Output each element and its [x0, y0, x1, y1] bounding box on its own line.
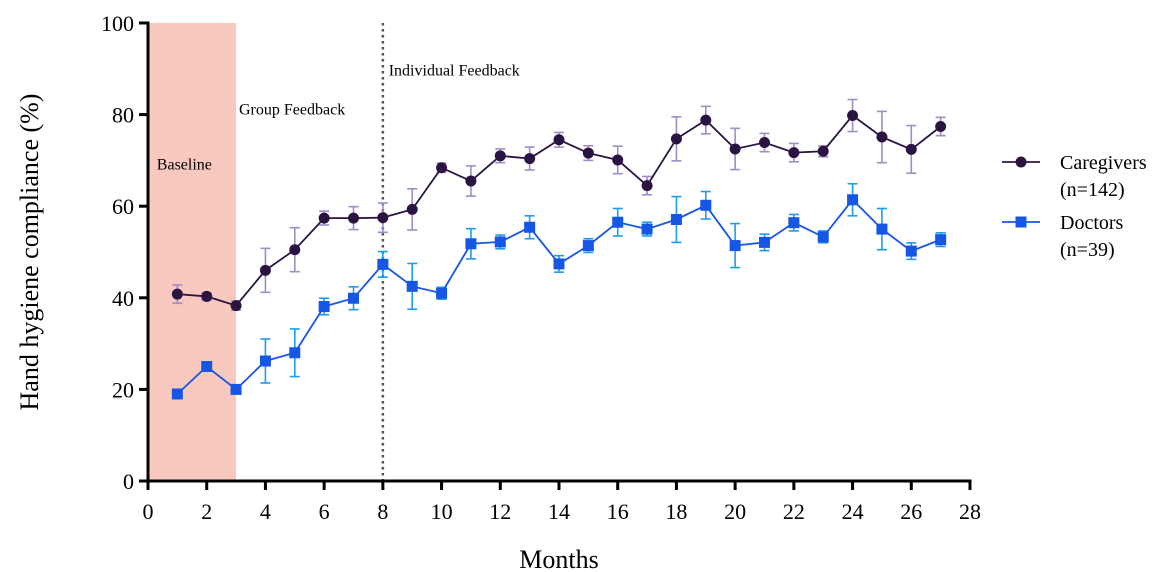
x-axis-title: Months: [519, 545, 598, 572]
data-point: [817, 145, 829, 157]
data-point: [788, 147, 800, 159]
data-point: [553, 134, 565, 146]
data-point: [582, 147, 594, 159]
data-point: [436, 287, 448, 299]
data-point: [905, 143, 917, 155]
data-point: [494, 236, 506, 248]
x-tick-label: 16: [607, 499, 629, 524]
legend-marker-doctors: [1015, 216, 1027, 228]
y-axis-title: Hand hygiene compliance (%): [15, 94, 44, 411]
baseline-region: [148, 23, 237, 481]
data-point: [406, 203, 418, 215]
y-tick-label: 0: [123, 469, 134, 494]
data-point: [700, 114, 712, 126]
y-tick-label: 20: [112, 377, 134, 402]
data-point: [230, 383, 242, 395]
legend-marker-caregivers: [1015, 156, 1027, 168]
data-point: [876, 131, 888, 143]
data-point: [377, 212, 389, 224]
data-point: [641, 180, 653, 192]
data-point: [729, 143, 741, 155]
annotation-2: Individual Feedback: [389, 63, 520, 80]
x-tick-label: 26: [900, 499, 922, 524]
x-tick-label: 14: [548, 499, 570, 524]
x-tick-label: 12: [489, 499, 511, 524]
data-point: [905, 245, 917, 257]
data-point: [348, 292, 359, 304]
y-tick-label: 100: [101, 11, 134, 36]
data-point: [465, 238, 477, 250]
x-tick-label: 28: [959, 499, 981, 524]
data-point: [377, 258, 389, 270]
x-tick-label: 18: [665, 499, 687, 524]
data-point: [524, 221, 536, 233]
data-point: [230, 300, 242, 312]
x-tick-label: 8: [377, 499, 388, 524]
data-point: [788, 217, 800, 229]
data-point: [494, 150, 506, 162]
data-point: [847, 110, 859, 122]
data-point: [582, 240, 594, 252]
series-layer: [171, 98, 947, 400]
data-point: [524, 153, 536, 165]
data-point: [935, 234, 947, 246]
data-point: [318, 212, 330, 224]
annotation-0: Baseline: [157, 157, 212, 174]
annotation-1: Group Feedback: [239, 102, 345, 119]
data-point: [259, 264, 271, 276]
data-point: [289, 244, 301, 256]
legend: Caregivers (n=142) Doctors (n=39): [1002, 152, 1147, 261]
data-point: [700, 199, 712, 211]
data-point: [553, 258, 565, 270]
data-point: [318, 301, 330, 313]
x-tick-label: 2: [201, 499, 212, 524]
data-point: [876, 223, 888, 235]
series-caregivers: [171, 98, 947, 312]
legend-label-doctors: Doctors: [1060, 212, 1124, 234]
data-point: [289, 347, 301, 359]
data-point: [201, 290, 213, 302]
data-point: [817, 231, 829, 243]
data-point: [729, 240, 741, 252]
x-tick-label: 0: [143, 499, 154, 524]
x-tick-label: 24: [842, 499, 864, 524]
data-point: [465, 175, 477, 187]
data-point: [348, 212, 359, 224]
data-point: [171, 288, 183, 300]
data-point: [201, 361, 213, 372]
x-tick-label: 4: [260, 499, 271, 524]
data-point: [171, 388, 183, 400]
x-tick-label: 6: [319, 499, 330, 524]
x-tick-label: 10: [431, 499, 453, 524]
y-tick-label: 60: [112, 194, 134, 219]
data-point: [641, 223, 653, 235]
data-point: [406, 280, 418, 292]
axes: 0 2 4 6 8 10 12 14 16 18 20 22 24 26 28020406080100Mon…: [15, 11, 981, 572]
data-point: [935, 121, 947, 133]
data-point: [612, 154, 624, 166]
x-tick-label: 22: [783, 499, 805, 524]
data-point: [259, 355, 271, 367]
data-point: [670, 213, 682, 225]
series-line: [176, 198, 941, 395]
data-point: [759, 236, 770, 248]
data-point: [436, 162, 448, 174]
legend-label-caregivers: Caregivers: [1060, 152, 1147, 174]
legend-label-doctors: (n=39): [1060, 239, 1115, 261]
x-tick-label: 20: [724, 499, 746, 524]
legend-label-caregivers: (n=142): [1060, 179, 1125, 201]
y-tick-label: 80: [112, 103, 134, 128]
data-point: [670, 133, 682, 145]
y-tick-label: 40: [112, 286, 134, 311]
data-point: [759, 137, 770, 149]
data-point: [612, 216, 624, 228]
series-doctors: [171, 182, 947, 400]
data-point: [847, 194, 859, 206]
